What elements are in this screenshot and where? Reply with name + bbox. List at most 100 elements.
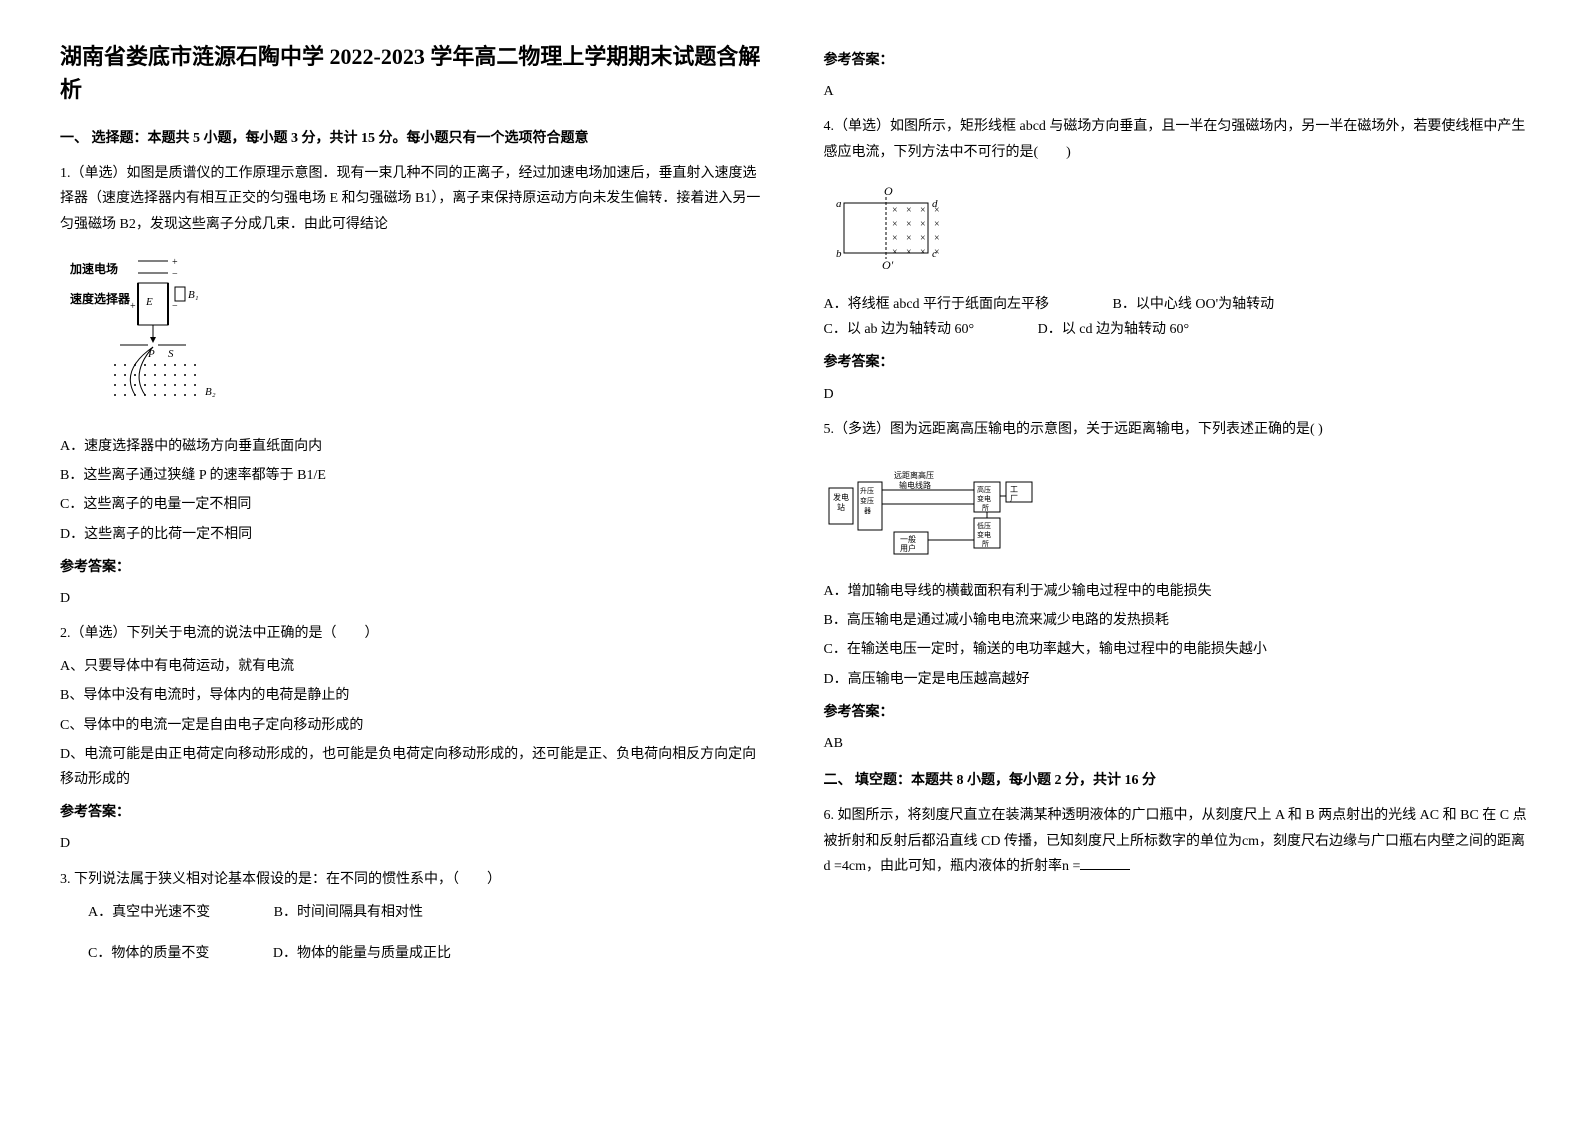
q1-stem: 1.（单选）如图是质谱仪的工作原理示意图．现有一束几种不同的正离子，经过加速电场…	[60, 161, 764, 237]
q5-figure: 发电 站 升压 变压 器 远距离高压 输电线路 高压 变电 所 工 厂	[824, 460, 1064, 560]
q3-optB: B．时间间隔具有相对性	[274, 900, 423, 925]
question-2: 2.（单选）下列关于电流的说法中正确的是（ ） A、只要导体中有电荷运动，就有电…	[60, 621, 764, 857]
q3-optC: C．物体的质量不变	[88, 941, 209, 966]
q3-optA: A．真空中光速不变	[88, 900, 210, 925]
q1-fig-minus: −	[172, 269, 178, 280]
q1-optB: B．这些离子通过狭缝 P 的速率都等于 B1/E	[60, 463, 764, 488]
svg-text:×: ×	[934, 233, 940, 244]
q5-optB: B．高压输电是通过减小输电电流来减少电路的发热损耗	[824, 608, 1528, 633]
svg-text:变电: 变电	[977, 494, 991, 503]
q4-optD: D．以 cd 边为轴转动 60°	[1038, 317, 1189, 342]
svg-text:×: ×	[920, 247, 926, 258]
svg-text:低压: 低压	[977, 521, 991, 530]
question-4: 4.（单选）如图所示，矩形线框 abcd 与磁场方向垂直，且一半在匀强磁场内，另…	[824, 114, 1528, 406]
question-3: 3. 下列说法属于狭义相对论基本假设的是：在不同的惯性系中，（ ） A．真空中光…	[60, 867, 764, 967]
svg-text:×: ×	[934, 205, 940, 216]
q1-fig-label2: 速度选择器	[70, 291, 131, 306]
q5-fig-t1: 发电	[833, 492, 849, 502]
q1-fig-E: E	[145, 296, 153, 308]
q5-answer-label: 参考答案：	[824, 700, 1528, 725]
svg-text:高压: 高压	[977, 485, 991, 494]
q2-stem: 2.（单选）下列关于电流的说法中正确的是（ ）	[60, 621, 764, 646]
svg-text:所: 所	[982, 503, 989, 512]
q1-fig-B1: B₁	[188, 289, 199, 301]
q1-optD: D．这些离子的比荷一定不相同	[60, 522, 764, 547]
q4-fig-a: a	[836, 198, 842, 210]
q3-optD: D．物体的能量与质量成正比	[273, 941, 451, 966]
section-2-header: 二、 填空题：本题共 8 小题，每小题 2 分，共计 16 分	[824, 768, 1528, 793]
q4-fig-Op: O'	[882, 258, 894, 272]
svg-text:变电: 变电	[977, 530, 991, 539]
question-6: 6. 如图所示，将刻度尺直立在装满某种透明液体的广口瓶中，从刻度尺上 A 和 B…	[824, 803, 1528, 879]
svg-text:站: 站	[837, 502, 845, 512]
svg-text:厂: 厂	[1010, 494, 1018, 503]
svg-text:变压: 变压	[860, 496, 874, 505]
svg-text:远距离高压: 远距离高压	[894, 470, 934, 480]
svg-text:输电线路: 输电线路	[899, 480, 931, 490]
svg-text:×: ×	[906, 233, 912, 244]
svg-text:×: ×	[934, 219, 940, 230]
svg-text:升压: 升压	[860, 486, 874, 495]
q1-figure: 加速电场 + − 速度选择器 + − E B₁	[60, 255, 240, 415]
q6-stem: 6. 如图所示，将刻度尺直立在装满某种透明液体的广口瓶中，从刻度尺上 A 和 B…	[824, 808, 1527, 873]
q1-fig-plus: +	[172, 257, 178, 268]
q4-answer-label: 参考答案：	[824, 350, 1528, 375]
q1-optA: A．速度选择器中的磁场方向垂直纸面向内	[60, 434, 764, 459]
svg-text:×: ×	[892, 205, 898, 216]
q1-fig-minus2: −	[172, 301, 178, 312]
q5-stem: 5.（多选）图为远距离高压输电的示意图，关于远距离输电，下列表述正确的是( )	[824, 417, 1528, 442]
q4-figure: O a b d c O' ×××× ×××× ×××× ××××	[824, 183, 964, 273]
svg-text:×: ×	[906, 219, 912, 230]
q1-fig-S: S	[168, 348, 174, 360]
q5-optD: D．高压输电一定是电压越高越好	[824, 667, 1528, 692]
q1-fig-plus2: +	[130, 301, 136, 312]
q4-answer: D	[824, 382, 1528, 407]
svg-text:用户: 用户	[900, 543, 916, 553]
q3-answer-label: 参考答案：	[824, 48, 1528, 73]
svg-text:一般: 一般	[900, 534, 916, 544]
q2-answer-label: 参考答案：	[60, 800, 764, 825]
svg-text:×: ×	[920, 205, 926, 216]
q4-fig-O: O	[884, 184, 893, 198]
svg-text:×: ×	[892, 219, 898, 230]
q1-fig-B2: B₂	[205, 386, 216, 398]
q4-stem: 4.（单选）如图所示，矩形线框 abcd 与磁场方向垂直，且一半在匀强磁场内，另…	[824, 114, 1528, 164]
q5-optA: A．增加输电导线的横截面积有利于减少输电过程中的电能损失	[824, 579, 1528, 604]
svg-text:×: ×	[920, 233, 926, 244]
exam-title: 湖南省娄底市涟源石陶中学 2022-2023 学年高二物理上学期期末试题含解析	[60, 40, 764, 106]
page-container: 湖南省娄底市涟源石陶中学 2022-2023 学年高二物理上学期期末试题含解析 …	[60, 40, 1527, 972]
q4-fig-b: b	[836, 248, 842, 260]
svg-text:×: ×	[906, 205, 912, 216]
question-1: 1.（单选）如图是质谱仪的工作原理示意图．现有一束几种不同的正离子，经过加速电场…	[60, 161, 764, 611]
q4-optC: C．以 ab 边为轴转动 60°	[824, 317, 975, 342]
q4-options-row1: A．将线框 abcd 平行于纸面向左平移 B．以中心线 OO'为轴转动	[824, 292, 1528, 317]
q2-optD: D、电流可能是由正电荷定向移动形成的，也可能是负电荷定向移动形成的，还可能是正、…	[60, 742, 764, 792]
svg-text:×: ×	[906, 247, 912, 258]
svg-text:器: 器	[864, 507, 871, 515]
q3-options-row1: A．真空中光速不变 B．时间间隔具有相对性	[60, 900, 764, 925]
left-column: 湖南省娄底市涟源石陶中学 2022-2023 学年高二物理上学期期末试题含解析 …	[60, 40, 764, 972]
q1-fig-dots	[114, 364, 196, 396]
q4-optA: A．将线框 abcd 平行于纸面向左平移	[824, 292, 1050, 317]
q2-optC: C、导体中的电流一定是自由电子定向移动形成的	[60, 713, 764, 738]
section-1-header: 一、 选择题：本题共 5 小题，每小题 3 分，共计 15 分。每小题只有一个选…	[60, 126, 764, 151]
q1-fig-label1: 加速电场	[69, 261, 118, 276]
q2-optB: B、导体中没有电流时，导体内的电荷是静止的	[60, 683, 764, 708]
q3-stem: 3. 下列说法属于狭义相对论基本假设的是：在不同的惯性系中，（ ）	[60, 867, 764, 892]
q4-options-row2: C．以 ab 边为轴转动 60° D．以 cd 边为轴转动 60°	[824, 317, 1528, 342]
q6-blank	[1080, 856, 1130, 870]
svg-text:×: ×	[934, 247, 940, 258]
q1-answer: D	[60, 586, 764, 611]
svg-text:所: 所	[982, 539, 989, 548]
svg-text:×: ×	[920, 219, 926, 230]
question-5: 5.（多选）图为远距离高压输电的示意图，关于远距离输电，下列表述正确的是( ) …	[824, 417, 1528, 757]
q5-answer: AB	[824, 731, 1528, 756]
svg-text:×: ×	[892, 233, 898, 244]
q4-optB: B．以中心线 OO'为轴转动	[1113, 292, 1275, 317]
q5-optC: C．在输送电压一定时，输送的电功率越大，输电过程中的电能损失越小	[824, 637, 1528, 662]
q3-options-row2: C．物体的质量不变 D．物体的能量与质量成正比	[60, 941, 764, 966]
q1-answer-label: 参考答案：	[60, 555, 764, 580]
right-column: 参考答案： A 4.（单选）如图所示，矩形线框 abcd 与磁场方向垂直，且一半…	[824, 40, 1528, 972]
q2-optA: A、只要导体中有电荷运动，就有电流	[60, 654, 764, 679]
svg-text:工: 工	[1010, 485, 1018, 494]
